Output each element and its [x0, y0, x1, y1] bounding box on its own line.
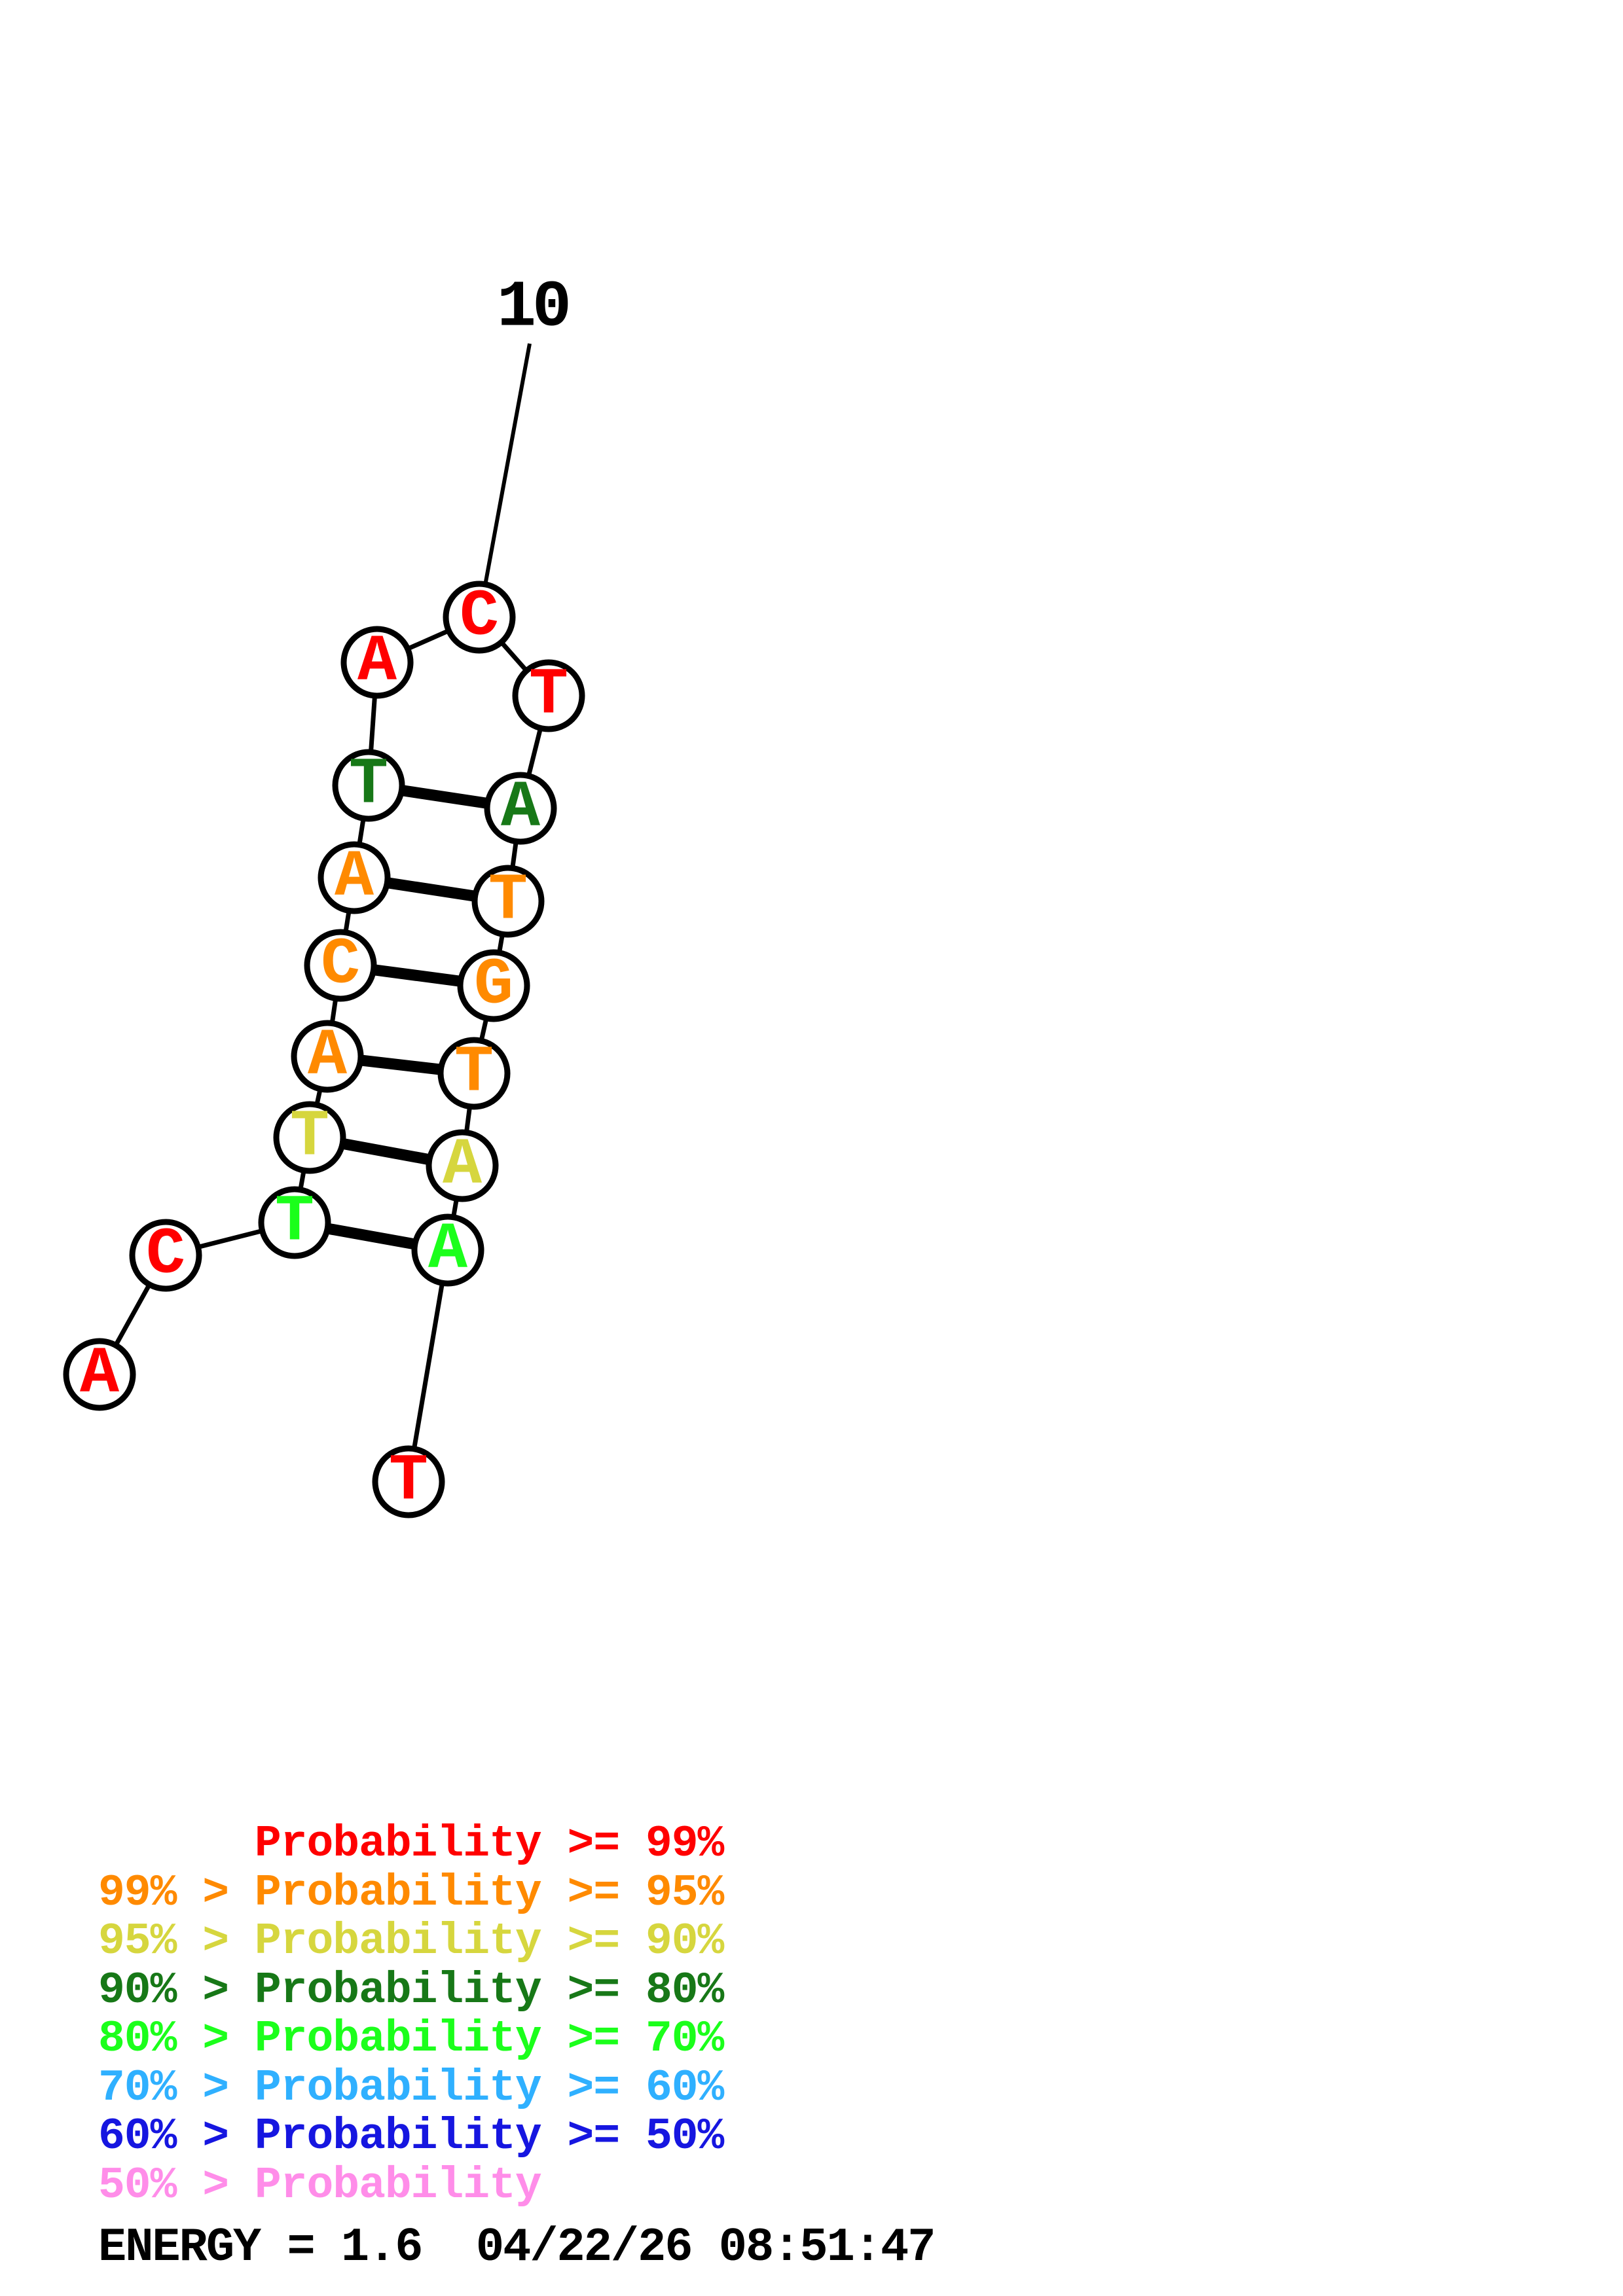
nucleotide-letter: T — [454, 1037, 494, 1111]
legend-line-60: 70% > Probability >= 60% — [98, 2062, 724, 2113]
legend-line-80: 90% > Probability >= 80% — [98, 1965, 724, 2016]
nucleotide-circle — [340, 626, 414, 699]
nucleotide-circle — [512, 659, 585, 732]
nucleotide-letter: A — [80, 1338, 120, 1412]
nucleotide-letter: G — [474, 949, 513, 1023]
nucleotide-circle — [471, 865, 545, 938]
nucleotide-circle — [63, 1338, 136, 1411]
nucleotide-circle — [457, 949, 530, 1022]
nucleotide-circle — [304, 929, 377, 1002]
nucleotide-circle — [443, 581, 516, 654]
nucleotide-circle — [258, 1186, 331, 1259]
nucleotide-letter: A — [357, 626, 397, 700]
nucleotide-letter: A — [443, 1129, 483, 1203]
energy-timestamp-line: ENERGY = 1.6 04/22/26 08:51:47 — [98, 2221, 936, 2274]
nucleotide-circle — [437, 1037, 511, 1110]
nucleotide-circle — [273, 1101, 346, 1174]
nucleotide-letter: T — [389, 1445, 428, 1519]
nucleotide-letter: A — [308, 1020, 348, 1094]
nucleotide-letter: T — [349, 749, 388, 823]
backbone-line — [406, 1249, 450, 1482]
nucleotide-letter: T — [529, 659, 568, 733]
nucleotide-circle — [372, 1445, 445, 1518]
legend-line-99: Probability >= 99% — [98, 1819, 725, 1869]
nucleotide-letter: C — [146, 1219, 185, 1293]
legend-line-90: 95% > Probability >= 90% — [98, 1916, 724, 1967]
nucleotide-letter: A — [501, 772, 541, 846]
nucleotide-circle — [411, 1213, 484, 1287]
nucleotide-letter: A — [335, 841, 374, 915]
nucleotide-letter: T — [488, 865, 528, 939]
nucleotide-circle — [318, 841, 391, 914]
nucleotide-circle — [291, 1020, 364, 1093]
probability-legend: Probability >= 99% 99% > Probability >= … — [98, 1819, 725, 2211]
legend-line-70: 80% > Probability >= 70% — [98, 2014, 724, 2064]
position-label-line — [477, 343, 532, 618]
nucleotide-letter: C — [321, 929, 360, 1003]
nucleotide-circle — [484, 772, 557, 845]
nucleotide-circle — [426, 1129, 499, 1202]
legend-line-50: 60% > Probability >= 50% — [98, 2111, 724, 2162]
nucleotide-letter: A — [428, 1213, 468, 1287]
nucleotide-circle — [332, 749, 405, 822]
nucleotide-letter: C — [460, 581, 499, 655]
nucleotide-letter: T — [290, 1101, 329, 1175]
sequence-position-label: 10 — [496, 271, 572, 346]
nucleotide-letter: T — [275, 1186, 314, 1260]
legend-line-95: 99% > Probability >= 95% — [98, 1867, 724, 1918]
nucleotide-circle — [129, 1219, 202, 1292]
legend-line-below50: 50% > Probability — [98, 2160, 542, 2211]
